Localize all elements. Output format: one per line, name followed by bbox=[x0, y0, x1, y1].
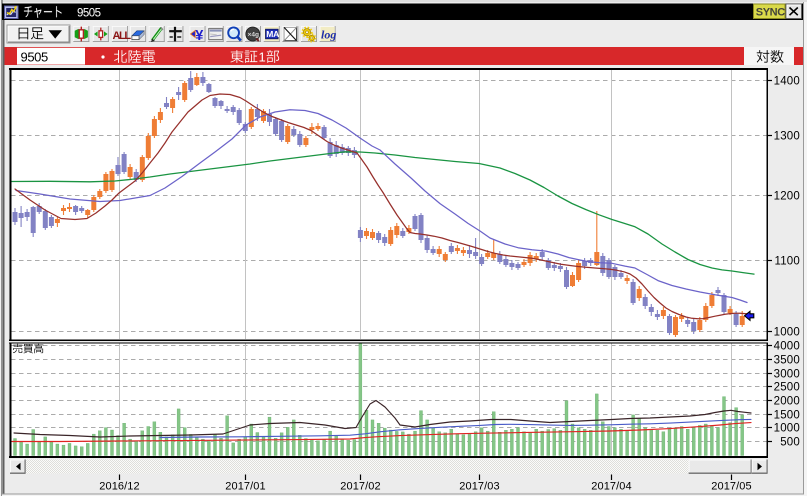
svg-text:3500: 3500 bbox=[774, 355, 800, 367]
svg-text:2017/03: 2017/03 bbox=[459, 481, 499, 493]
svg-text:1300: 1300 bbox=[774, 131, 800, 143]
svg-text:1400: 1400 bbox=[774, 76, 800, 88]
svg-text:1000: 1000 bbox=[774, 423, 800, 435]
svg-text:500: 500 bbox=[780, 437, 800, 449]
svg-text:9505: 9505 bbox=[21, 50, 48, 65]
svg-text:log: log bbox=[321, 28, 336, 42]
svg-text:ALL: ALL bbox=[113, 30, 132, 42]
svg-text:4000: 4000 bbox=[774, 341, 800, 353]
svg-text:1500: 1500 bbox=[774, 410, 800, 422]
svg-text:MA: MA bbox=[266, 29, 279, 39]
svg-text:9505: 9505 bbox=[77, 7, 101, 19]
svg-text:×4g: ×4g bbox=[248, 32, 259, 39]
svg-text:2500: 2500 bbox=[774, 382, 800, 394]
svg-text:SYNC: SYNC bbox=[756, 7, 785, 19]
svg-text:2017/05: 2017/05 bbox=[711, 481, 751, 493]
svg-text:1: 1 bbox=[259, 50, 266, 65]
svg-text:1000: 1000 bbox=[774, 327, 800, 339]
svg-text:3000: 3000 bbox=[774, 369, 800, 381]
svg-text:1200: 1200 bbox=[774, 191, 800, 203]
svg-text:2017/02: 2017/02 bbox=[340, 481, 380, 493]
svg-text:2016/12: 2016/12 bbox=[99, 481, 139, 493]
svg-text:2000: 2000 bbox=[774, 396, 800, 408]
svg-text:2017/01: 2017/01 bbox=[225, 481, 265, 493]
svg-text:2017/04: 2017/04 bbox=[591, 481, 631, 493]
svg-text:¥: ¥ bbox=[195, 28, 203, 44]
svg-text:1100: 1100 bbox=[774, 256, 800, 268]
